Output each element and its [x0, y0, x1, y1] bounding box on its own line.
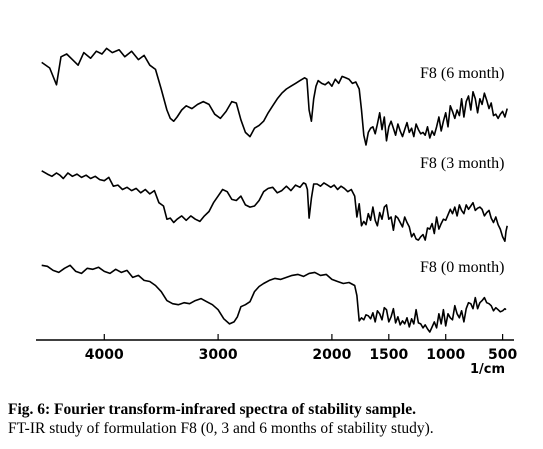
series-label-f8-0-month: F8 (0 month): [420, 259, 504, 276]
x-tick-label-2000: 2000: [312, 347, 351, 363]
series-label-f8-6-month: F8 (6 month): [420, 65, 504, 82]
x-tick-label-4000: 4000: [85, 347, 124, 363]
x-axis-unit-label: 1/cm: [470, 362, 505, 377]
x-axis-ticks: 4000 3000 2000 1500 1000 500: [85, 334, 517, 363]
figure-caption: Fig. 6: Fourier transform-infrared spect…: [8, 400, 538, 438]
series-line-f8-0-month: [41, 264, 507, 333]
series-label-f8-3-month: F8 (3 month): [420, 155, 504, 172]
x-tick-label-1000: 1000: [426, 347, 465, 363]
series-line-f8-6-month: [41, 47, 508, 146]
caption-line-2: FT-IR study of formulation F8 (0, 3 and …: [8, 420, 434, 437]
series-line-f8-3-month: [41, 170, 508, 242]
x-tick-label-500: 500: [488, 347, 517, 363]
x-tick-label-3000: 3000: [199, 347, 238, 363]
series-labels: F8 (6 month) F8 (3 month) F8 (0 month): [420, 65, 504, 276]
x-tick-label-1500: 1500: [369, 347, 408, 363]
caption-line-1: Fig. 6: Fourier transform-infrared spect…: [8, 401, 416, 418]
spectra-series: [41, 47, 508, 333]
ftir-spectra-chart: 4000 3000 2000 1500 1000 500 F8 (6 month)F8 (…: [36, 47, 517, 377]
